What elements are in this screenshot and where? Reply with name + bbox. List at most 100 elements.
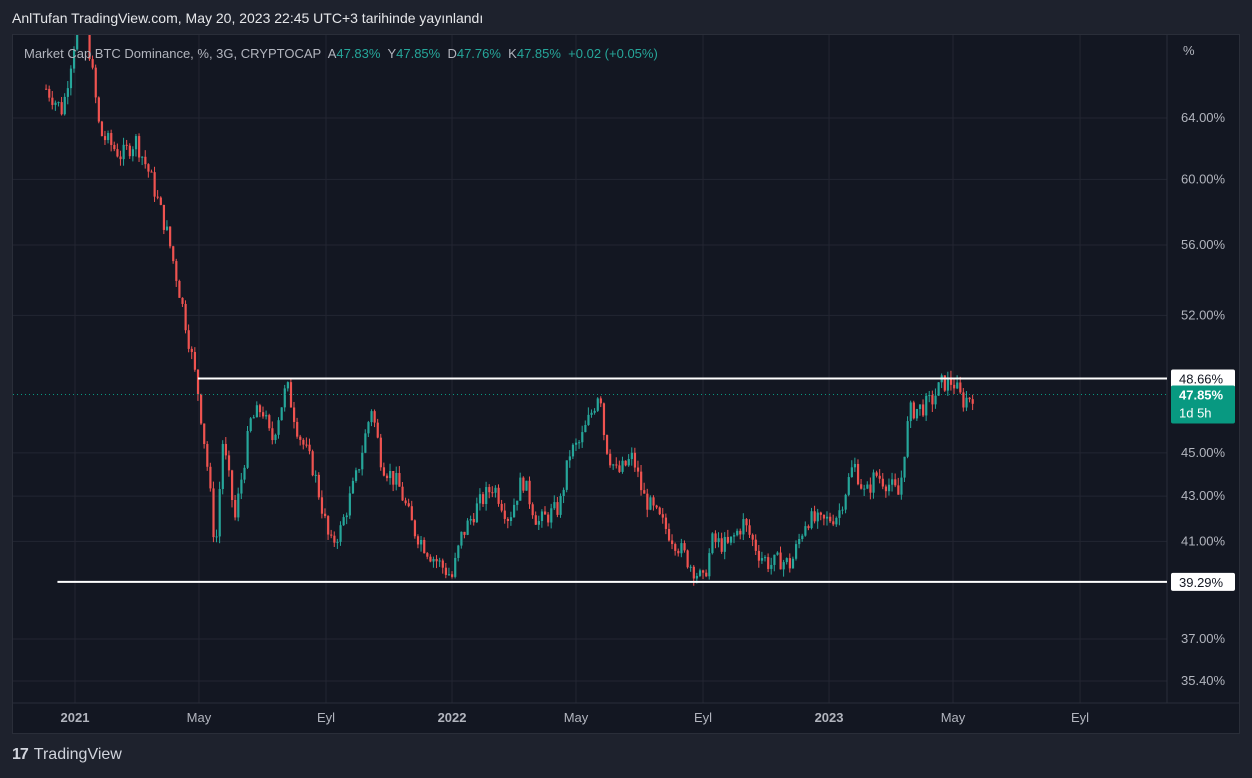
candlestick-chart[interactable]: 35.40% 37.00% 41.00% 43.00% 45.00% 52.00% 56.0… <box>13 35 1239 733</box>
candle-down <box>912 402 915 419</box>
candle-up <box>348 493 351 516</box>
candle-down <box>299 436 302 440</box>
candle-up <box>72 49 76 69</box>
candle-down <box>404 500 407 504</box>
time-tick-label: 2023 <box>815 710 844 725</box>
candle-down <box>720 538 723 552</box>
footer-brand[interactable]: 17 TradingView <box>12 746 122 764</box>
candle-up <box>887 484 891 492</box>
candle-up <box>553 502 556 509</box>
candle-down <box>705 572 708 577</box>
candle-down <box>308 444 311 452</box>
candle-up <box>54 102 57 105</box>
time-tick-label: Eyl <box>317 710 335 725</box>
price-tick-label: 45.00% <box>1181 445 1226 460</box>
candle-down <box>528 480 531 505</box>
candle-up <box>825 516 829 519</box>
time-tick-label: May <box>941 710 966 725</box>
candle-down <box>807 526 810 529</box>
candle-down <box>444 567 448 575</box>
candle-up <box>742 519 745 535</box>
candle-up <box>252 417 255 419</box>
candle-up <box>237 493 240 518</box>
candle-up <box>776 552 779 555</box>
candle-down <box>813 511 816 522</box>
candle-down <box>187 330 190 349</box>
candle-down <box>292 407 296 422</box>
candle-up <box>736 530 739 536</box>
candle-up <box>581 432 584 443</box>
candle-down <box>922 404 925 416</box>
candle-down <box>413 520 417 537</box>
candle-up <box>773 554 776 565</box>
candle-down <box>534 515 537 525</box>
candle-down <box>829 516 832 522</box>
candle-up <box>550 508 553 523</box>
candle-up <box>509 517 513 522</box>
candle-down <box>125 144 128 146</box>
candle-down <box>231 470 234 500</box>
time-tick-label: 2021 <box>61 710 90 725</box>
candle-down <box>968 397 971 400</box>
candle-down <box>897 485 900 495</box>
candle-down <box>962 392 965 408</box>
candle-up <box>934 395 937 405</box>
candle-down <box>643 490 646 494</box>
candle-up <box>708 553 711 577</box>
candle-up <box>791 558 795 569</box>
candle-down <box>751 534 754 540</box>
candle-up <box>221 443 224 490</box>
candle-down <box>203 423 206 445</box>
legend-close-label: K <box>508 46 517 61</box>
candle-up <box>928 395 931 397</box>
legend-symbol[interactable]: Market Cap BTC Dominance, %, 3G, CRYPTOC… <box>24 46 322 61</box>
candle-up <box>240 479 243 494</box>
candle-up <box>395 473 398 485</box>
candle-up <box>785 558 788 563</box>
candle-down <box>398 473 401 487</box>
candle-down <box>646 493 649 510</box>
candle-up <box>764 557 767 559</box>
candle-down <box>212 488 215 538</box>
candle-down <box>686 550 689 568</box>
candle-down <box>330 534 333 536</box>
candle-down <box>683 543 686 551</box>
candle-down <box>97 97 100 122</box>
price-tick-label: 37.00% <box>1181 631 1226 646</box>
candle-down <box>522 477 525 491</box>
candle-down <box>178 280 181 298</box>
time-tick-label: 2022 <box>438 710 467 725</box>
candle-down <box>385 475 389 479</box>
chart-panel[interactable]: 35.40% 37.00% 41.00% 43.00% 45.00% 52.00% 56.0… <box>12 34 1240 734</box>
candle-down <box>190 348 193 352</box>
candle-down <box>949 377 953 385</box>
candle-up <box>351 480 355 494</box>
candle-down <box>878 475 881 479</box>
candle-down <box>261 412 265 417</box>
candle-down <box>757 550 761 561</box>
candle-down <box>162 204 166 230</box>
candle-up <box>925 395 928 416</box>
candle-down <box>193 351 197 370</box>
candle-down <box>953 384 956 389</box>
candle-up <box>590 412 593 415</box>
level-price-tag <box>1171 572 1235 591</box>
candle-down <box>856 463 860 485</box>
candle-down <box>302 439 305 445</box>
price-tick-label: 60.00% <box>1181 171 1226 186</box>
candle-up <box>578 442 581 444</box>
candle-up <box>584 424 587 433</box>
candle-up <box>798 539 801 545</box>
candle-up <box>454 557 457 577</box>
candle-down <box>392 470 395 485</box>
price-tick-label: 64.00% <box>1181 110 1226 125</box>
candle-up <box>537 521 540 525</box>
candle-down <box>714 533 717 543</box>
candle-up <box>804 526 807 536</box>
candle-up <box>711 533 714 554</box>
level-price-label: 39.29% <box>1179 575 1224 590</box>
legend-low-label: D <box>447 46 457 61</box>
candle-down <box>327 516 330 535</box>
candle-up <box>596 398 599 411</box>
time-tick-label: May <box>564 710 589 725</box>
